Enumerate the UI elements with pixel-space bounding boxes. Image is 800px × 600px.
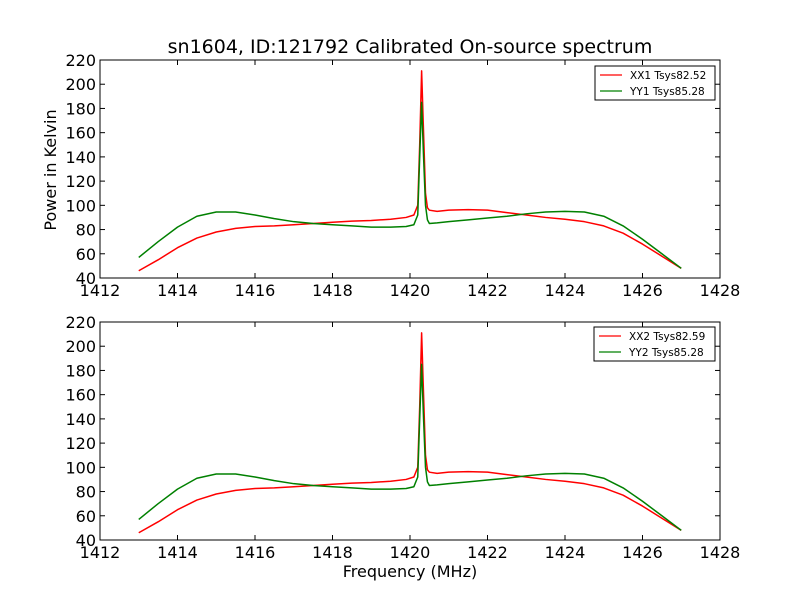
y-tick-label: 60 xyxy=(76,245,96,264)
y-tick-label: 120 xyxy=(65,434,96,453)
y-tick-label: 140 xyxy=(65,410,96,429)
x-tick-label: 1426 xyxy=(622,543,663,562)
x-tick-label: 1412 xyxy=(80,281,121,300)
x-tick-label: 1418 xyxy=(312,281,353,300)
y-axis-label: Power in Kelvin xyxy=(41,109,60,230)
x-tick-label: 1412 xyxy=(80,543,121,562)
y-tick-label: 220 xyxy=(65,313,96,332)
x-tick-label: 1416 xyxy=(235,543,276,562)
x-tick-label: 1416 xyxy=(235,281,276,300)
legend-label-yy1: YY1 Tsys85.28 xyxy=(629,86,705,98)
x-tick-label: 1420 xyxy=(390,543,431,562)
y-tick-label: 40 xyxy=(76,531,96,550)
x-tick-label: 1420 xyxy=(390,281,431,300)
x-tick-label: 1428 xyxy=(700,281,741,300)
series-line-yy xyxy=(138,101,682,269)
y-tick-label: 200 xyxy=(65,75,96,94)
series-line-yy xyxy=(138,363,682,531)
y-tick-label: 120 xyxy=(65,172,96,191)
legend-box xyxy=(594,65,716,101)
legend-label-yy2: YY2 Tsys85.28 xyxy=(628,347,704,359)
y-tick-label: 40 xyxy=(76,269,96,288)
x-tick-label: 1424 xyxy=(545,543,586,562)
legend-label-xx2: XX2 Tsys82.59 xyxy=(629,331,705,343)
top-spectrum-panel: sn1604, ID:121792 Calibrated On-source s… xyxy=(41,36,740,300)
x-tick-label: 1426 xyxy=(622,281,663,300)
x-tick-label: 1422 xyxy=(467,281,508,300)
x-axis-label: Frequency (MHz) xyxy=(343,562,477,581)
y-tick-label: 180 xyxy=(65,361,96,380)
y-tick-label: 220 xyxy=(65,51,96,70)
y-tick-label: 140 xyxy=(65,148,96,167)
series-line-xx xyxy=(138,70,682,272)
legend-label-xx1: XX1 Tsys82.52 xyxy=(630,70,706,82)
y-tick-label: 100 xyxy=(65,458,96,477)
chart-title: sn1604, ID:121792 Calibrated On-source s… xyxy=(168,36,653,58)
series-line-xx xyxy=(138,332,682,534)
y-tick-label: 160 xyxy=(65,386,96,405)
x-tick-label: 1422 xyxy=(467,543,508,562)
y-tick-label: 160 xyxy=(65,124,96,143)
x-tick-label: 1424 xyxy=(545,281,586,300)
y-tick-label: 80 xyxy=(76,483,96,502)
x-tick-label: 1414 xyxy=(157,281,198,300)
y-tick-label: 200 xyxy=(65,337,96,356)
legend: XX2 Tsys82.59 YY2 Tsys85.28 xyxy=(593,326,716,362)
legend: XX1 Tsys82.52 YY1 Tsys85.28 xyxy=(594,65,716,101)
legend-box xyxy=(593,326,716,362)
y-tick-label: 80 xyxy=(76,221,96,240)
y-tick-label: 60 xyxy=(76,507,96,526)
y-tick-label: 100 xyxy=(65,196,96,215)
bottom-spectrum-panel: Frequency (MHz) 1412 1414 1416 1418 1420 1422… xyxy=(65,313,740,581)
x-tick-label: 1428 xyxy=(700,543,741,562)
x-tick-label: 1418 xyxy=(312,543,353,562)
y-tick-label: 180 xyxy=(65,99,96,118)
x-tick-label: 1414 xyxy=(157,543,198,562)
